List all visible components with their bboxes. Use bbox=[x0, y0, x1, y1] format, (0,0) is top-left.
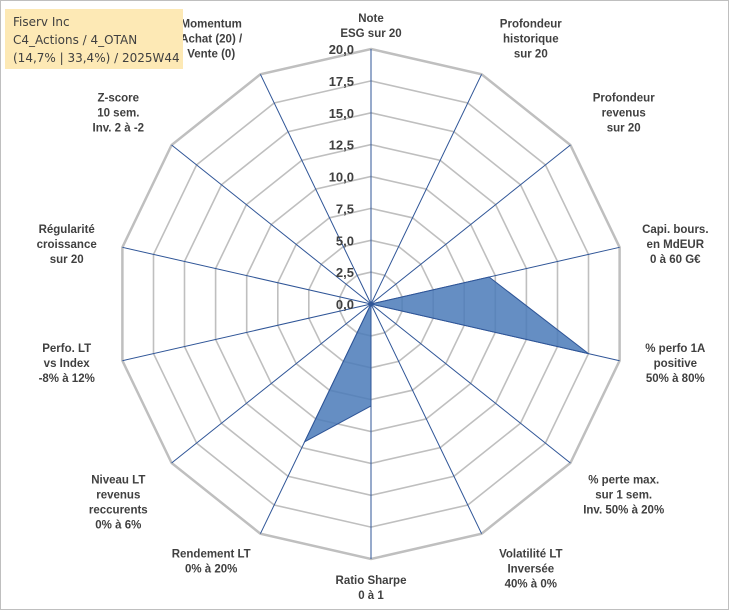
category-label-line: Achat (20) / bbox=[180, 33, 243, 45]
tick-label: 17,5 bbox=[329, 74, 354, 89]
spoke-2 bbox=[370, 144, 571, 305]
title-company: Fiserv Inc bbox=[13, 15, 70, 29]
spoke-10 bbox=[122, 303, 372, 362]
category-label-line: % perte max. bbox=[588, 475, 659, 487]
category-label-line: 50% à 80% bbox=[646, 373, 705, 385]
radial-axis-ticks: 0,0 2,5 5,0 7,5 10,0 12,5 15,0 17,5 20,0 bbox=[329, 42, 354, 312]
category-label-line: Vente (0) bbox=[187, 48, 235, 60]
spoke-11 bbox=[122, 246, 372, 305]
category-label-line: Ratio Sharpe bbox=[336, 575, 407, 587]
category-label-line: % perfo 1A bbox=[645, 343, 705, 355]
spoke-9 bbox=[171, 303, 372, 464]
category-label-line: 0% à 6% bbox=[95, 520, 141, 532]
category-label-line: Profondeur bbox=[500, 18, 562, 30]
category-label-line: croissance bbox=[37, 239, 97, 251]
title-stats: (14,7% | 33,4%) / 2025W44 bbox=[13, 51, 180, 65]
title-category: C4_Actions / 4_OTAN bbox=[13, 33, 138, 47]
category-label-line: 0% à 20% bbox=[185, 564, 237, 576]
category-label-line: ESG sur 20 bbox=[340, 28, 401, 40]
category-labels: Note ESG sur 20 Profondeur historique sur 20… bbox=[37, 13, 709, 602]
tick-label: 10,0 bbox=[329, 170, 354, 185]
category-label-line: Niveau LT bbox=[91, 475, 145, 487]
category-label-line: Inv. 2 à -2 bbox=[93, 123, 145, 135]
category-label-line: -8% à 12% bbox=[39, 373, 95, 385]
category-label-line: Inversée bbox=[507, 564, 554, 576]
category-label-11: Régularité croissance sur 20 bbox=[37, 224, 97, 266]
category-label-line: reccurents bbox=[89, 505, 148, 517]
chart-title-box: Fiserv Inc C4_Actions / 4_OTAN (14,7% | … bbox=[5, 9, 183, 69]
tick-label: 12,5 bbox=[329, 138, 354, 153]
category-label-5: % perte max. sur 1 sem. Inv. 50% à 20% bbox=[583, 475, 664, 517]
category-label-line: Volatilité LT bbox=[499, 549, 562, 561]
spoke-6 bbox=[370, 303, 483, 534]
category-label-7: Ratio Sharpe 0 à 1 bbox=[336, 575, 407, 602]
radar-series bbox=[303, 276, 589, 443]
spoke-1 bbox=[370, 74, 483, 305]
category-label-line: sur 20 bbox=[607, 123, 641, 135]
tick-label: 20,0 bbox=[329, 42, 354, 57]
category-label-9: Niveau LT revenus reccurents 0% à 6% bbox=[89, 475, 148, 532]
category-label-10: Perfo. LT vs Index -8% à 12% bbox=[39, 343, 95, 385]
category-label-line: vs Index bbox=[44, 358, 91, 370]
tick-label: 0,0 bbox=[336, 297, 354, 312]
category-label-line: 10 sem. bbox=[97, 108, 139, 120]
category-label-line: revenus bbox=[602, 108, 646, 120]
category-label-13: Momentum Achat (20) / Vente (0) bbox=[180, 18, 243, 60]
spoke-12 bbox=[171, 144, 372, 305]
category-label-line: 40% à 0% bbox=[505, 579, 557, 591]
category-label-2: Profondeur revenus sur 20 bbox=[593, 93, 655, 135]
category-label-line: sur 20 bbox=[514, 48, 548, 60]
tick-label: 15,0 bbox=[329, 106, 354, 121]
spoke-5 bbox=[370, 303, 571, 464]
category-label-line: sur 1 sem. bbox=[595, 490, 652, 502]
category-label-line: Régularité bbox=[39, 224, 95, 236]
category-label-line: Capi. bours. bbox=[642, 224, 708, 236]
category-label-4: % perfo 1A positive 50% à 80% bbox=[645, 343, 705, 385]
tick-label: 7,5 bbox=[336, 201, 354, 216]
tick-label: 5,0 bbox=[336, 233, 354, 248]
category-label-line: sur 20 bbox=[50, 254, 84, 266]
category-label-line: 0 à 60 G€ bbox=[650, 254, 701, 266]
category-label-6: Volatilité LT Inversée 40% à 0% bbox=[499, 549, 562, 591]
category-label-12: Z-score 10 sem. Inv. 2 à -2 bbox=[93, 93, 145, 135]
category-label-3: Capi. bours. en MdEUR 0 à 60 G€ bbox=[642, 224, 708, 266]
category-label-line: Momentum bbox=[181, 18, 242, 30]
category-label-line: Inv. 50% à 20% bbox=[583, 505, 664, 517]
category-label-line: revenus bbox=[96, 490, 140, 502]
category-label-line: Perfo. LT bbox=[42, 343, 91, 355]
category-label-line: 0 à 1 bbox=[358, 590, 384, 602]
tick-label: 2,5 bbox=[336, 265, 354, 280]
category-label-line: en MdEUR bbox=[647, 239, 705, 251]
category-label-8: Rendement LT 0% à 20% bbox=[172, 549, 251, 576]
category-label-line: Rendement LT bbox=[172, 549, 251, 561]
category-label-line: positive bbox=[654, 358, 697, 370]
category-label-line: Z-score bbox=[98, 93, 140, 105]
category-label-1: Profondeur historique sur 20 bbox=[500, 18, 562, 60]
spoke-13 bbox=[259, 74, 372, 305]
category-label-0: Note ESG sur 20 bbox=[340, 13, 401, 40]
category-label-line: Note bbox=[358, 13, 384, 25]
category-label-line: historique bbox=[503, 33, 559, 45]
category-label-line: Profondeur bbox=[593, 93, 655, 105]
